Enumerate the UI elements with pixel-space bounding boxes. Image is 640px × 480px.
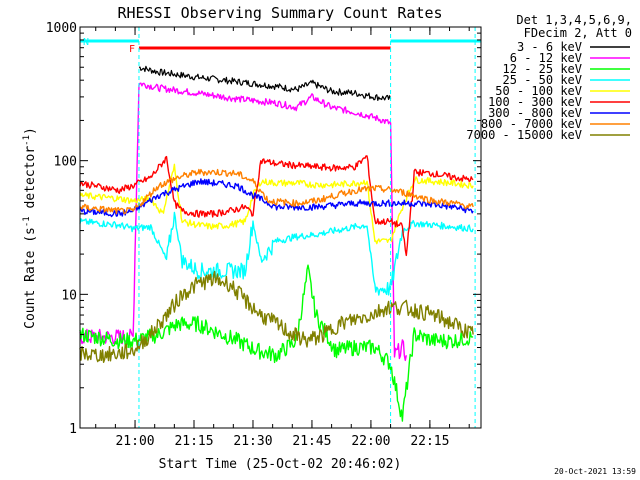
y-tick-label: 1 (69, 422, 77, 437)
x-axis-label: Start Time (25-Oct-02 20:46:02) (159, 457, 402, 472)
x-tick-label: 21:00 (115, 434, 154, 449)
y-axis-label-sup2: -1 (22, 135, 32, 146)
legend-header-line2: FDecim 2, Att 0 (524, 26, 632, 40)
x-tick-label: 21:45 (292, 434, 331, 449)
y-tick-label: 100 (54, 155, 77, 170)
flag-label-0: F (129, 44, 135, 55)
y-tick-label: 10 (61, 288, 77, 303)
series-line-6 (79, 178, 474, 218)
x-tick-label: 21:30 (233, 434, 272, 449)
legend-label-5: 100 - 300 keV (488, 95, 582, 109)
legend-label-3: 25 - 50 keV (503, 73, 582, 87)
series-line-8 (79, 270, 474, 363)
plot-frame (79, 26, 482, 429)
legend-label-6: 300 - 800 keV (488, 106, 582, 120)
y-axis-label-end: ) (23, 127, 38, 135)
legend-label-7: 800 - 7000 keV (481, 117, 582, 131)
legend-label-1: 6 - 12 keV (510, 51, 582, 65)
series-line-1 (79, 82, 407, 362)
x-tick-label: 22:15 (410, 434, 449, 449)
series-line-0 (138, 65, 392, 102)
legend-label-2: 12 - 25 keV (503, 62, 582, 76)
y-tick-label: 1000 (46, 21, 77, 36)
y-axis-label-mid: detector (23, 146, 38, 217)
series-line-3 (79, 211, 474, 296)
legend: Det 1,3,4,5,6,9, FDecim 2, Att 0 3 - 6 k… (466, 13, 632, 142)
y-axis-label: Count Rate (s-1 detector-1) (22, 127, 38, 329)
legend-label-0: 3 - 6 keV (517, 40, 582, 54)
series-line-5 (79, 155, 474, 257)
legend-label-8: 7000 - 15000 keV (466, 128, 582, 142)
legend-header-line1: Det 1,3,4,5,6,9, (516, 13, 632, 27)
flag-label-1: N (83, 37, 89, 48)
legend-label-4: 50 - 100 keV (495, 84, 582, 98)
x-tick-label: 22:00 (351, 434, 390, 449)
x-tick-label: 21:15 (174, 434, 213, 449)
y-axis-label-main: Count Rate (s (23, 227, 38, 329)
series-line-7 (79, 168, 474, 215)
y-axis-label-sup1: -1 (22, 216, 32, 227)
chart-title: RHESSI Observing Summary Count Rates (117, 4, 442, 22)
generation-timestamp: 20-Oct-2021 13:59 (554, 467, 636, 476)
plot-area: F N 1 10 100 1000 21:00 21:15 21:30 21:45 22:00 22:… (46, 21, 482, 449)
